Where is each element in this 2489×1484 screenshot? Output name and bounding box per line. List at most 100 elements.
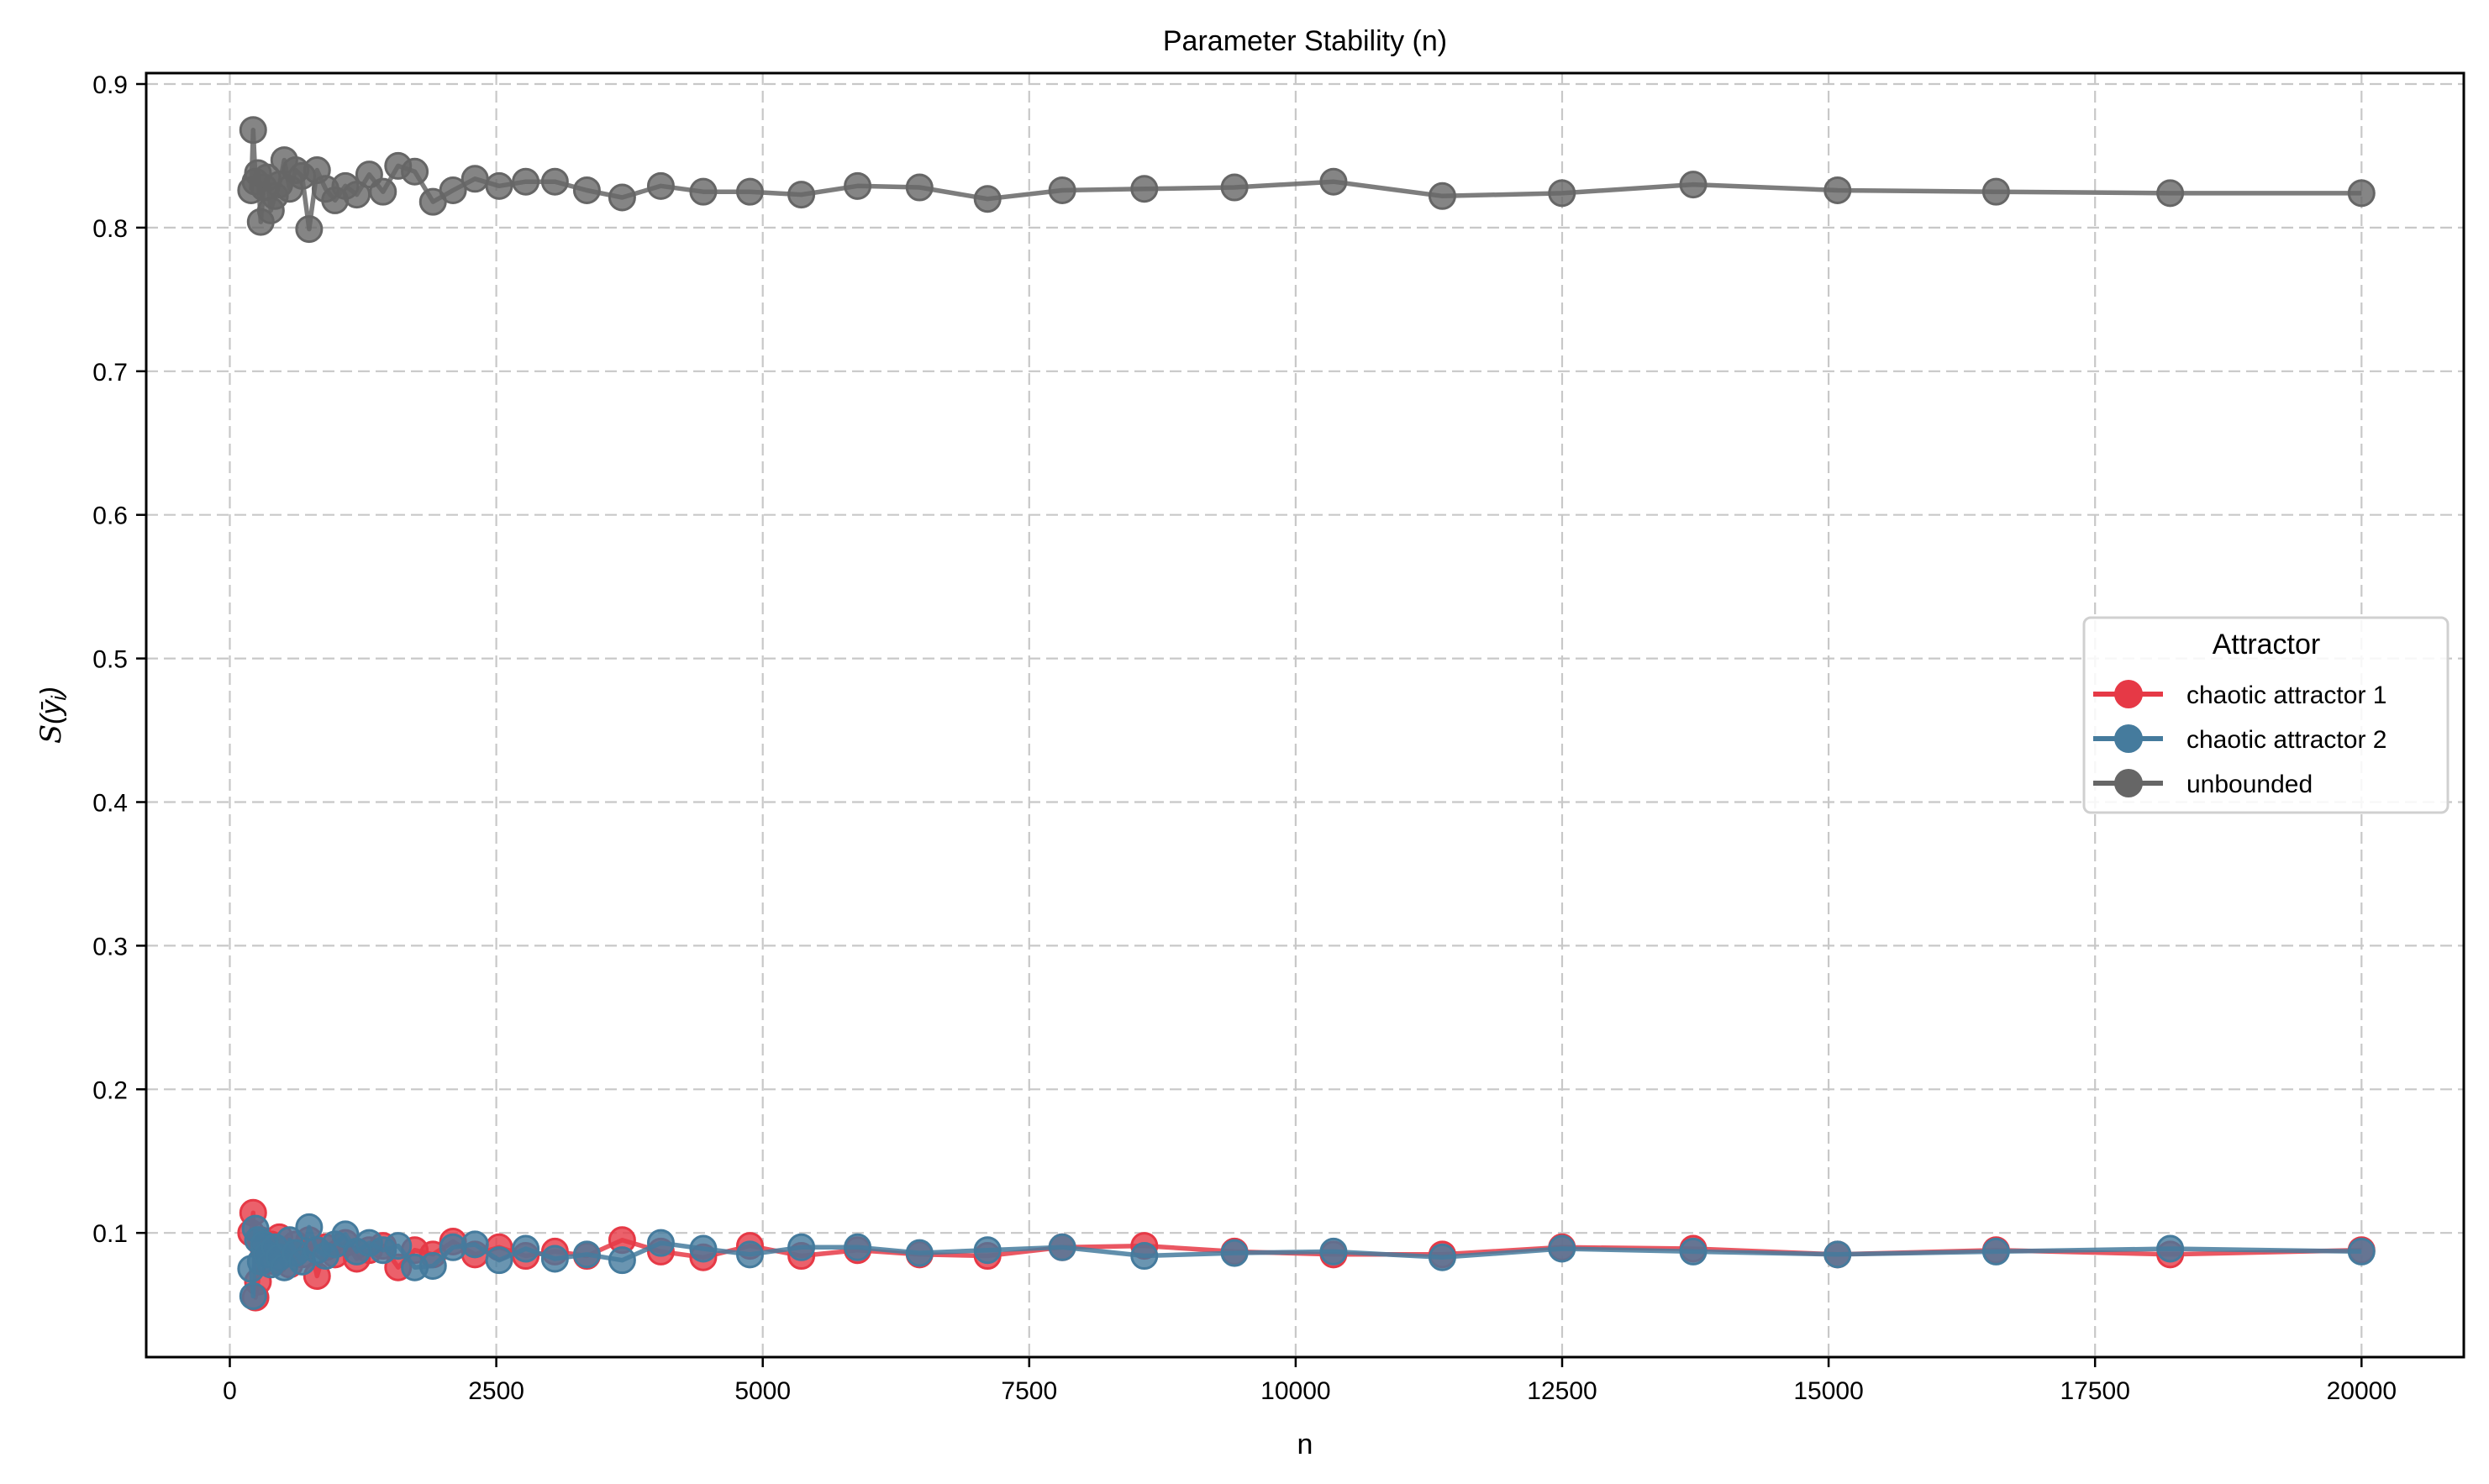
data-point [295,215,324,244]
x-tick-label: 17500 [2060,1377,2129,1405]
y-axis-label: S(ȳi) [34,687,71,744]
y-tick-label: 0.1 [92,1220,128,1248]
data-point [439,176,467,204]
data-point [1981,177,2010,206]
data-point [369,177,397,206]
grid-lines [146,73,2464,1357]
data-point [418,1252,447,1281]
data-point [1048,176,1076,204]
data-point [1220,1239,1249,1267]
chart-title: Parameter Stability (n) [1163,25,1447,57]
data-point [787,1233,816,1261]
data-point [540,1245,569,1273]
svg-text:S(ȳi): S(ȳi) [34,687,71,744]
legend-marker-icon [2114,680,2143,708]
legend-title: Attractor [2213,629,2320,660]
y-tick-label: 0.5 [92,646,128,674]
data-point [401,157,429,186]
data-point [735,1240,764,1269]
data-point [646,1229,675,1257]
axes-frame [145,71,2465,1359]
data-point [540,167,569,196]
x-tick-label: 5000 [734,1377,791,1405]
legend-entry: chaotic attractor 1 [2093,680,2386,709]
data-point [689,1234,718,1263]
y-tick-label: 0.2 [92,1076,128,1104]
data-point [572,176,601,204]
data-point [1981,1237,2010,1266]
data-point [1048,1233,1076,1261]
data-point [905,173,934,202]
data-point [384,1232,413,1260]
data-point [295,1213,324,1241]
data-point [608,1246,636,1275]
legend-label: unbounded [2186,771,2313,798]
data-point [343,181,371,209]
data-point [646,171,675,200]
data-point [608,183,636,212]
x-tick-label: 15000 [1793,1377,1863,1405]
data-point [460,1230,489,1259]
y-tick-label: 0.3 [92,933,128,960]
y-tick-label: 0.9 [92,71,128,99]
legend-entry: chaotic attractor 2 [2093,724,2386,754]
data-point [2347,1237,2376,1266]
data-point [512,167,540,196]
data-point [1679,171,1708,199]
legend-label: chaotic attractor 1 [2186,681,2386,709]
legend-box [2082,616,2450,814]
data-point [787,181,816,209]
legend-marker-icon [2114,769,2143,797]
legend-label: chaotic attractor 2 [2186,726,2386,754]
series-chaotic-attractor-2 [237,1213,2376,1310]
data-point [1823,176,1852,204]
x-tick-label: 12500 [1527,1377,1597,1405]
data-point [1823,1240,1852,1269]
data-point [485,1246,513,1275]
legend-entry: unbounded [2093,769,2313,798]
data-point [844,1233,872,1261]
data-point [1548,1234,1576,1263]
data-point [689,177,718,206]
data-point [905,1239,934,1267]
data-point [239,116,267,145]
y-tick-label: 0.8 [92,215,128,243]
data-point [844,171,872,200]
data-point [1548,179,1576,208]
x-tick-label: 10000 [1260,1377,1330,1405]
data-point [735,177,764,206]
data-point [1679,1237,1708,1266]
legend: Attractor chaotic attractor 1 chaotic att… [2082,616,2450,814]
data-point [239,1281,267,1310]
legend-marker-icon [2114,724,2143,753]
x-tick-label: 0 [223,1377,237,1405]
data-point [1130,175,1159,203]
plot-series [237,116,2376,1312]
y-tick-label: 0.4 [92,790,128,818]
x-tick-label: 20000 [2327,1377,2397,1405]
data-point [485,171,513,200]
data-point [2347,179,2376,208]
data-point [1130,1242,1159,1271]
data-point [1319,1237,1348,1266]
x-axis-label: n [1297,1429,1313,1460]
data-point [460,165,489,193]
x-axis-ticks: 0 2500 5000 7500 10000 12500 15000 17500 20000 [223,1357,2397,1405]
data-point [1220,173,1249,202]
data-point [2156,1234,2185,1263]
data-point [512,1234,540,1263]
data-point [1428,182,1456,210]
data-point [973,185,1002,213]
data-point [1428,1243,1456,1271]
data-point [1319,167,1348,196]
x-tick-label: 7500 [1001,1377,1057,1405]
data-point [973,1236,1002,1265]
x-tick-label: 2500 [468,1377,524,1405]
data-point [2156,179,2185,208]
y-tick-label: 0.6 [92,503,128,530]
y-tick-label: 0.7 [92,359,128,387]
data-point [572,1240,601,1269]
y-axis-ticks: 0.1 0.2 0.3 0.4 0.5 0.6 0.7 0.8 0.9 [92,71,146,1248]
series-unbounded [237,116,2376,244]
